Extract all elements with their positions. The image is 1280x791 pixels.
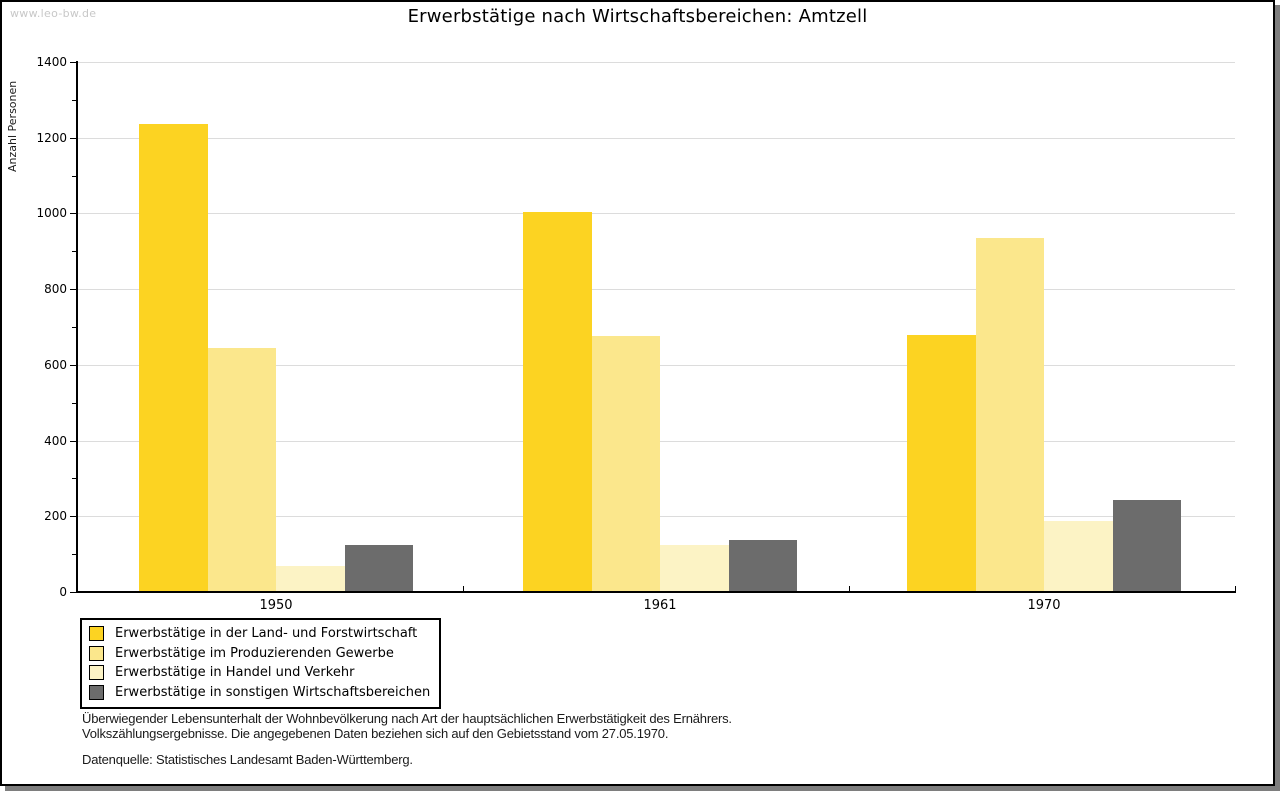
legend-item: Erwerbstätige in der Land- und Forstwirt… [89, 624, 430, 644]
y-axis-major-tick [70, 213, 76, 215]
footnote-line-2: Volkszählungsergebnisse. Die angegebenen… [82, 726, 669, 741]
data-source: Datenquelle: Statistisches Landesamt Bad… [82, 752, 413, 767]
y-axis-tick-label: 400 [44, 433, 67, 448]
bar-1961-series2 [591, 336, 660, 592]
y-axis-major-tick [70, 137, 76, 139]
y-axis-tick-label: 1400 [36, 55, 67, 69]
y-axis-tick-label: 600 [44, 357, 67, 372]
y-axis-label: Anzahl Personen [6, 80, 19, 172]
gridline [78, 62, 1235, 63]
y-axis-major-tick [70, 289, 76, 291]
x-axis-tick [1235, 586, 1236, 592]
x-axis-line [76, 591, 1236, 593]
legend-swatch-handel-verkehr [89, 665, 104, 681]
legend-label: Erwerbstätige im Produzierenden Gewerbe [115, 645, 394, 661]
chart-title: Erwerbstätige nach Wirtschaftsbereichen:… [407, 6, 868, 27]
bar-1961-series3 [660, 544, 729, 592]
footnote-line-1: Überwiegender Lebensunterhalt der Wohnbe… [82, 711, 732, 726]
legend-swatch-produzierendes-gewerbe [89, 645, 104, 661]
y-axis-tick-label: 200 [44, 509, 67, 524]
legend: Erwerbstätige in der Land- und Forstwirt… [80, 618, 442, 709]
y-axis-major-tick [70, 592, 76, 593]
y-axis-tick-label: 0 [59, 585, 67, 599]
y-axis-major-tick [70, 516, 76, 518]
bar-1970-series3 [1044, 521, 1113, 592]
y-axis-major-tick [70, 440, 76, 442]
bar-1961-series4 [728, 539, 797, 592]
y-axis-minor-tick [72, 251, 76, 253]
gridline [78, 213, 1235, 215]
legend-item: Erwerbstätige in Handel und Verkehr [89, 663, 430, 683]
bar-1950-series3 [276, 565, 345, 592]
y-axis-minor-tick [72, 554, 76, 556]
x-axis-tick [463, 586, 464, 592]
y-axis-minor-tick [72, 478, 76, 480]
y-axis-minor-tick [72, 99, 76, 101]
x-axis-category-label: 1970 [1027, 598, 1061, 613]
y-axis-minor-tick [72, 402, 76, 404]
y-axis-tick-label: 1000 [36, 206, 67, 221]
bar-1970-series2 [975, 238, 1044, 592]
bar-1950-series1 [139, 123, 208, 592]
y-axis-major-tick [70, 62, 76, 63]
bar-1950-series2 [207, 347, 276, 592]
y-axis-minor-tick [72, 327, 76, 328]
y-axis-tick-label: 1200 [36, 130, 67, 145]
legend-swatch-land-forstwirtschaft [89, 626, 104, 642]
bar-1961-series1 [523, 212, 592, 592]
watermark: www.leo-bw.de [10, 7, 97, 20]
gridline [78, 137, 1235, 139]
x-axis-category-label: 1950 [259, 598, 293, 613]
x-axis-category-label: 1961 [643, 598, 677, 613]
x-axis-tick [849, 586, 850, 592]
y-axis-minor-tick [72, 175, 76, 177]
legend-label: Erwerbstätige in Handel und Verkehr [115, 665, 355, 681]
bar-1950-series4 [344, 545, 413, 592]
bar-1970-series1 [907, 334, 976, 592]
y-axis-tick-label: 800 [44, 282, 67, 297]
legend-label: Erwerbstätige in sonstigen Wirtschaftsbe… [115, 684, 431, 700]
y-axis-line [76, 61, 78, 593]
legend-item: Erwerbstätige im Produzierenden Gewerbe [89, 644, 430, 664]
legend-item: Erwerbstätige in sonstigen Wirtschaftsbe… [89, 683, 430, 703]
legend-swatch-sonstige-wirtschaftsbereiche [89, 684, 104, 700]
legend-label: Erwerbstätige in der Land- und Forstwirt… [115, 626, 418, 642]
bar-1970-series4 [1112, 499, 1181, 592]
y-axis-major-tick [70, 364, 76, 366]
gridline [78, 289, 1235, 291]
